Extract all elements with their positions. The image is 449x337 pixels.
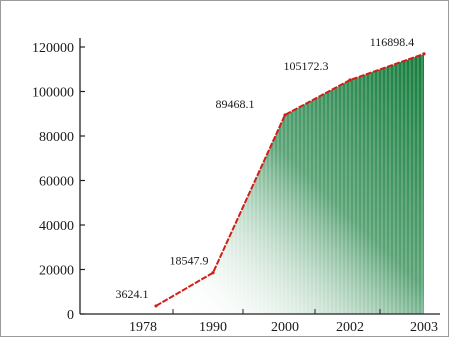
data-point <box>283 113 287 117</box>
data-point <box>211 271 215 275</box>
data-point <box>348 78 352 82</box>
x-tick-label: 2002 <box>336 320 364 335</box>
y-tick-label: 20000 <box>39 264 74 279</box>
x-tick-label: 2000 <box>271 320 299 335</box>
y-tick-label: 100000 <box>32 86 74 101</box>
data-label: 116898.4 <box>370 35 415 49</box>
area-stripes <box>157 53 423 314</box>
y-tick-label: 120000 <box>32 41 74 56</box>
data-label: 18547.9 <box>170 254 209 268</box>
data-point <box>154 304 158 308</box>
data-label: 105172.3 <box>284 59 329 73</box>
area-fill <box>156 53 424 314</box>
y-tick-label: 80000 <box>39 130 74 145</box>
x-tick-label: 2003 <box>410 320 438 335</box>
series-line <box>155 52 425 307</box>
y-tick-label: 40000 <box>39 219 74 234</box>
y-tick-label: 60000 <box>39 175 74 190</box>
data-point <box>422 52 426 56</box>
x-tick-label: 1978 <box>129 320 157 335</box>
data-label: 89468.1 <box>216 97 255 111</box>
data-label: 3624.1 <box>116 287 149 301</box>
x-tick-label: 1990 <box>199 320 227 335</box>
y-tick-label: 0 <box>67 308 74 323</box>
